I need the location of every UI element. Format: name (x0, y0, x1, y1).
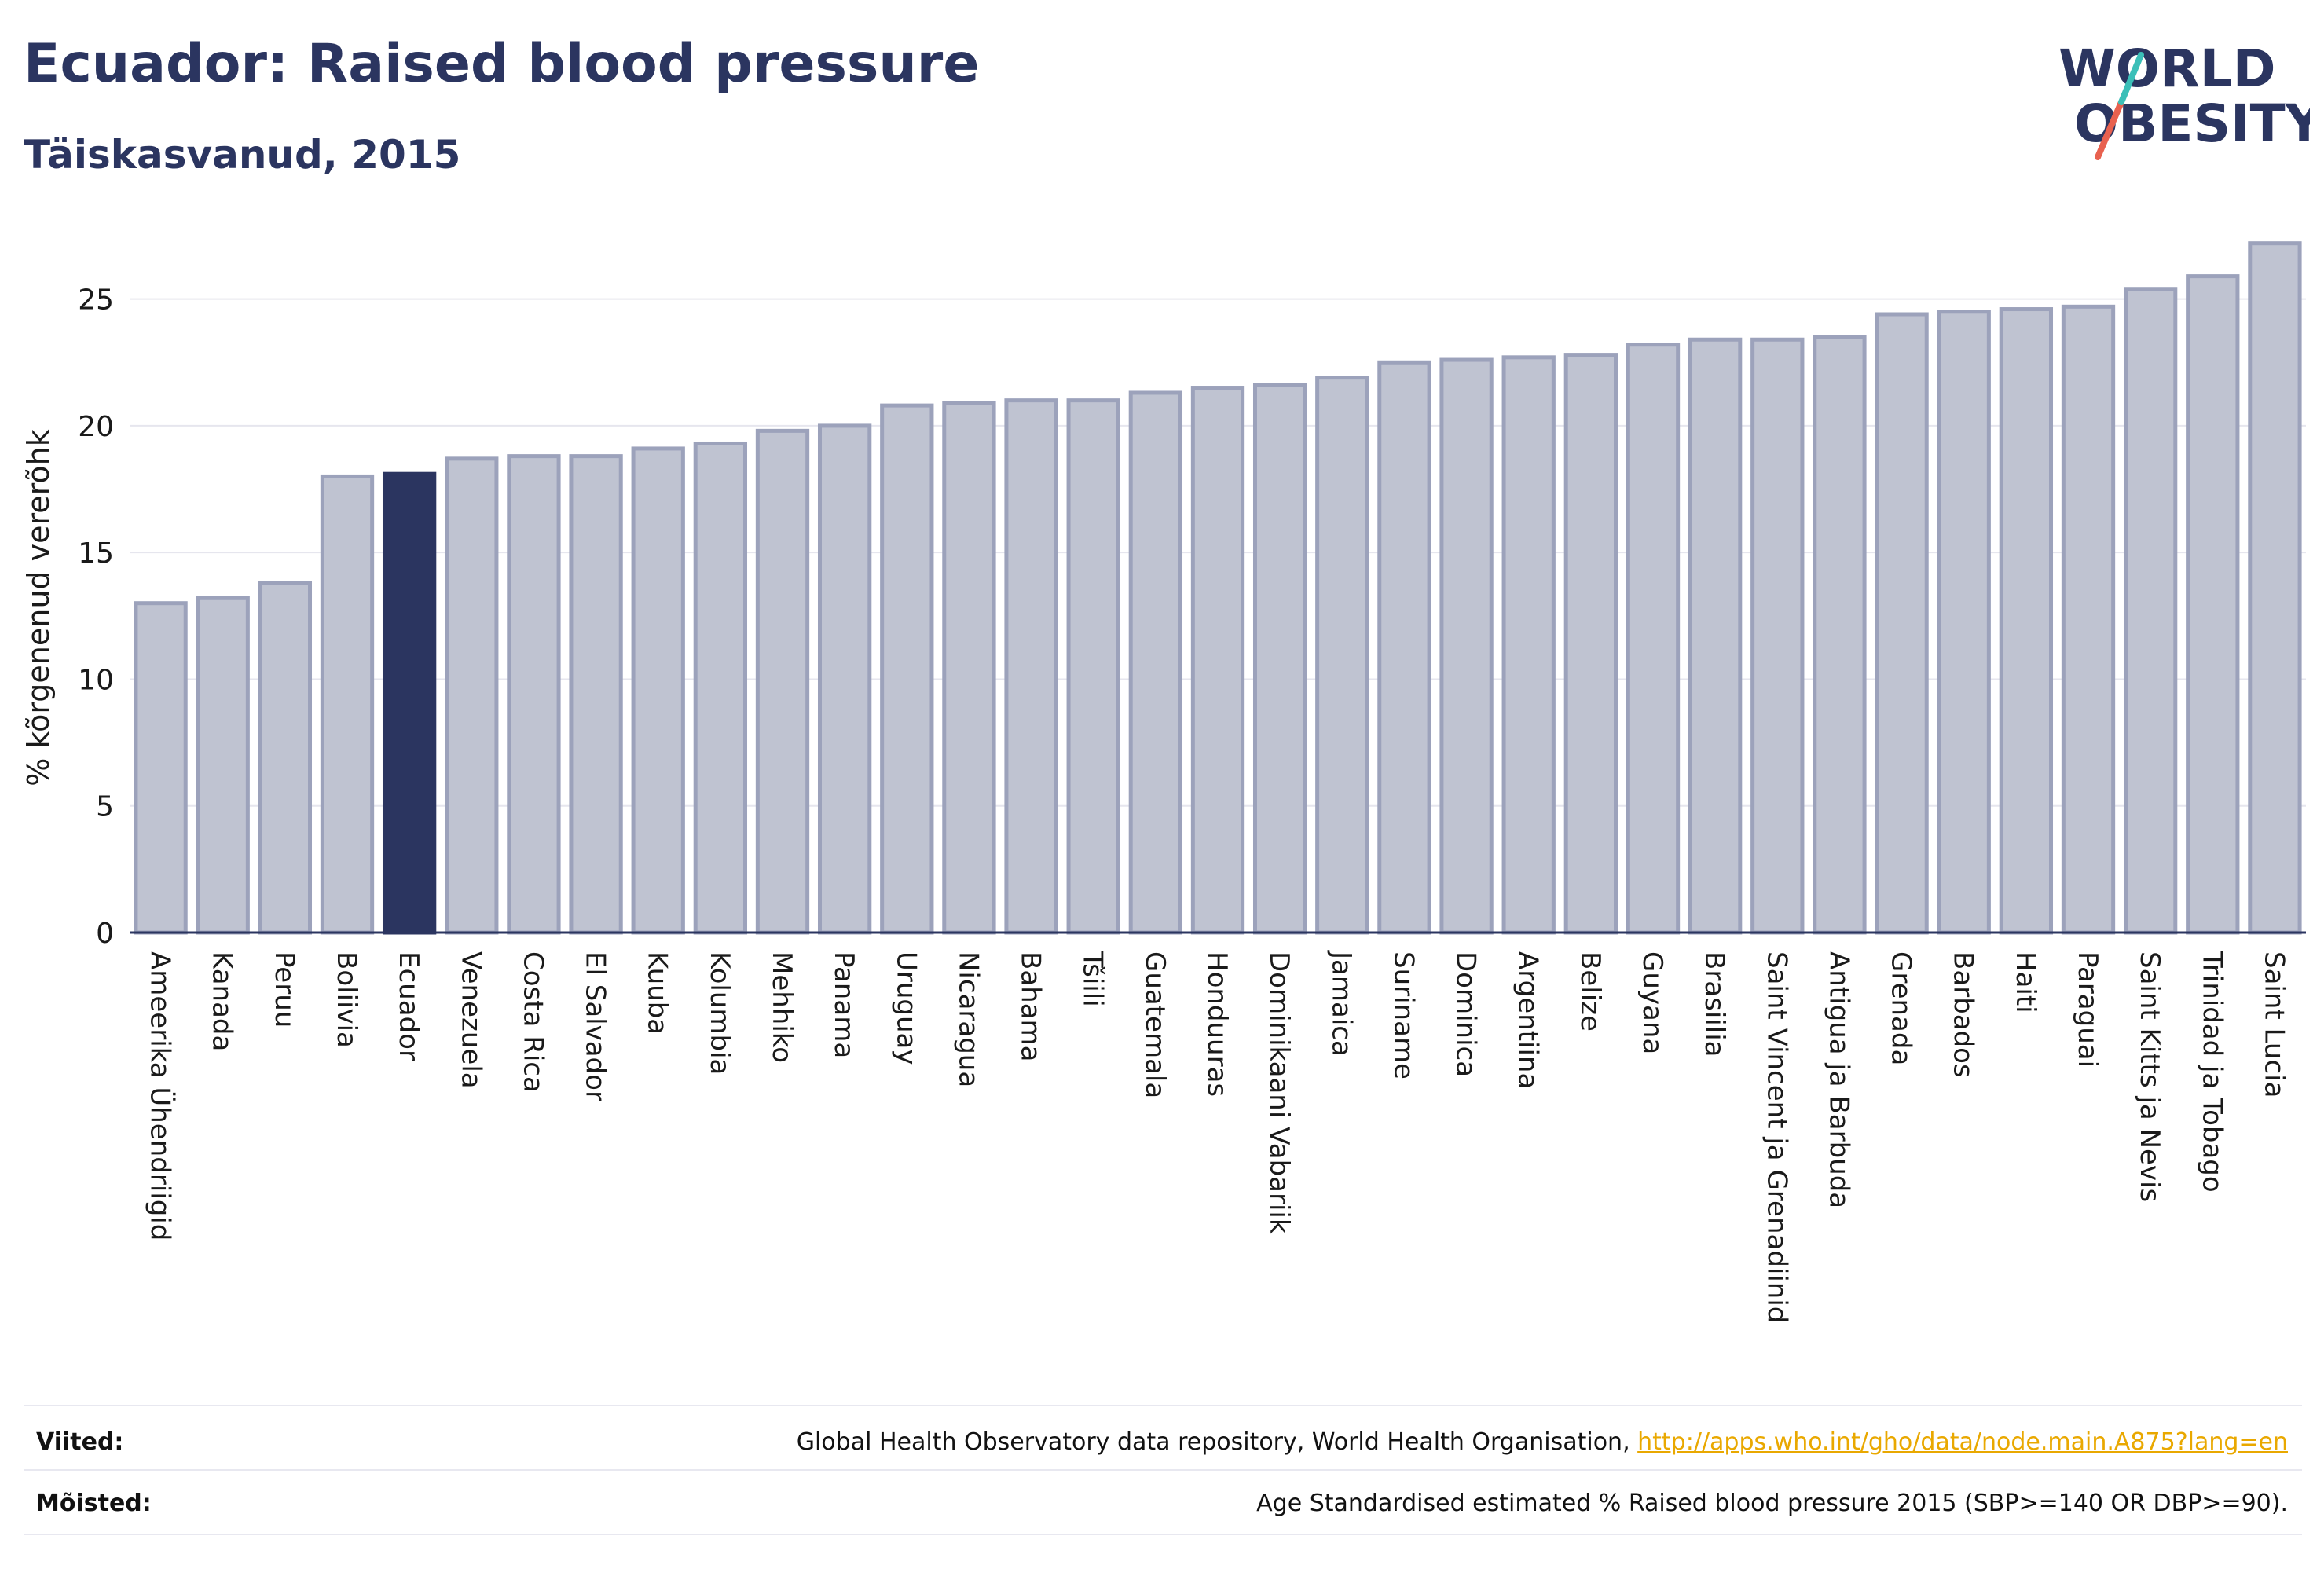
bar-trinidad-ja-tobago (2186, 274, 2240, 935)
x-tick-label: Belize (1574, 951, 1606, 1032)
x-tick-labels: Ameerika Ühendriigid Kanada Peruu Boliivia E… (145, 950, 2290, 1323)
references-label: Viited: (36, 1428, 124, 1456)
x-tick-label: Venezuela (455, 951, 486, 1089)
bar-belize (1563, 353, 1618, 935)
x-tick-label: Brasiilia (1699, 951, 1730, 1057)
y-tick-label: 15 (78, 537, 114, 570)
footer-divider-top (24, 1405, 2302, 1406)
bar-brasiilia (1688, 337, 1743, 935)
x-tick-label: Saint Kitts ja Nevis (2134, 951, 2165, 1202)
x-tick-label: Dominikaani Vabariik (1263, 951, 1295, 1234)
x-tick-label: Ecuador (393, 951, 424, 1061)
world-obesity-logo: WORLD OBESITY (2043, 24, 2324, 173)
bar-dominikaani-vabariik (1252, 383, 1307, 935)
bar-paraguai (2061, 304, 2116, 935)
bar-venezuela (445, 456, 499, 935)
footer-divider-middle (24, 1469, 2302, 1471)
x-tick-label: Suriname (1387, 951, 1419, 1079)
bar-t-iili (1066, 398, 1120, 935)
bar-guatemala (1128, 390, 1183, 935)
x-tick-label: Paraguai (2072, 951, 2103, 1068)
bar-honduuras (1190, 386, 1245, 935)
bar-boliivia (320, 474, 375, 935)
x-tick-label: Bahama (1015, 951, 1047, 1062)
bar-antigua-ja-barbuda (1813, 335, 1867, 935)
bar-dominica (1439, 357, 1494, 935)
y-tick-label: 10 (78, 664, 114, 696)
y-tick-label: 25 (78, 284, 114, 317)
x-tick-label: Uruguay (890, 951, 922, 1065)
bar-suriname (1377, 360, 1431, 935)
x-tick-label: Guyana (1637, 951, 1668, 1054)
references-source: Global Health Observatory data repositor… (796, 1428, 1638, 1456)
bar-mehhiko (755, 428, 810, 935)
chart-title: Ecuador: Raised blood pressure (24, 33, 980, 95)
y-tick-label: 0 (96, 918, 114, 950)
x-tick-label: Kolumbia (704, 951, 735, 1075)
x-tick-label: Dominica (1450, 951, 1482, 1077)
bar-barbados (1937, 310, 1991, 935)
bar-uruguay (880, 403, 934, 935)
x-tick-label: Boliivia (331, 951, 362, 1048)
y-axis-label: % kõrgenenud vererõhk (21, 429, 56, 786)
bar-kolumbia (693, 441, 748, 935)
x-tick-label: Ameerika Ühendriigid (145, 951, 177, 1241)
definitions-text: Age Standardised estimated % Raised bloo… (1256, 1490, 2288, 1517)
x-tick-label: Grenada (1886, 951, 1917, 1065)
bar-kuuba (631, 446, 685, 935)
logo-line-1: WORLD (2058, 38, 2276, 99)
x-tick-label: Saint Lucia (2258, 951, 2289, 1098)
bar-chart: 0 5 10 15 20 25 Ameerika Ühendriigid Kanada Per… (21, 241, 2306, 1323)
bar-saint-lucia (2248, 241, 2302, 935)
bar-panama (817, 423, 872, 935)
x-tick-label: Saint Vincent ja Grenadiinid (1761, 951, 1792, 1323)
x-tick-label: Tšiili (1077, 951, 1109, 1007)
y-tick-label: 5 (96, 791, 114, 823)
bar-peruu (258, 581, 313, 935)
bar-nicaragua (942, 401, 996, 935)
bar-ecuador (382, 471, 437, 935)
x-tick-label: Barbados (1948, 951, 1979, 1078)
chart-subtitle: Täiskasvanud, 2015 (24, 132, 461, 178)
bars (134, 241, 2302, 935)
x-tick-label: Panama (828, 951, 860, 1058)
x-tick-label: Jamaica (1325, 950, 1357, 1057)
definitions-label: Mõisted: (36, 1490, 152, 1517)
x-tick-label: Haiti (2010, 951, 2041, 1013)
bar-haiti (1999, 307, 2054, 935)
bar-grenada (1875, 312, 1929, 935)
x-tick-label: El Salvador (580, 951, 611, 1101)
x-tick-label: Guatemala (1139, 951, 1171, 1098)
x-tick-label: Kuuba (642, 951, 673, 1035)
bar-jamaica (1315, 376, 1369, 935)
footer-divider-bottom (24, 1534, 2302, 1535)
y-tick-label: 20 (78, 411, 114, 443)
x-tick-label: Costa Rica (517, 951, 548, 1093)
bar-el-salvador (569, 454, 623, 935)
x-tick-label: Kanada (207, 951, 238, 1051)
bar-ameerika-hendriigid (134, 601, 188, 935)
x-tick-label: Mehhiko (766, 951, 797, 1063)
x-tick-label: Peruu (269, 951, 300, 1028)
x-tick-label: Antigua ja Barbuda (1823, 951, 1854, 1208)
x-tick-label: Argentiina (1512, 951, 1544, 1089)
bar-kanada (196, 596, 250, 935)
x-tick-label: Trinidad ja Tobago (2196, 951, 2227, 1193)
bar-bahama (1004, 398, 1058, 935)
logo-line-2: OBESITY (2074, 93, 2310, 154)
references-text: Global Health Observatory data repositor… (797, 1428, 2288, 1456)
bar-guyana (1626, 343, 1681, 935)
x-tick-label: Nicaragua (952, 951, 984, 1087)
bar-saint-vincent-ja-grenadiinid (1750, 337, 1805, 935)
x-tick-label: Honduuras (1201, 951, 1233, 1097)
references-link[interactable]: http://apps.who.int/gho/data/node.main.A… (1637, 1428, 2288, 1456)
bar-saint-kitts-ja-nevis (2123, 287, 2178, 935)
y-tick-labels: 0 5 10 15 20 25 (78, 284, 114, 950)
bar-costa-rica (507, 454, 561, 935)
bar-argentiina (1501, 355, 1556, 935)
